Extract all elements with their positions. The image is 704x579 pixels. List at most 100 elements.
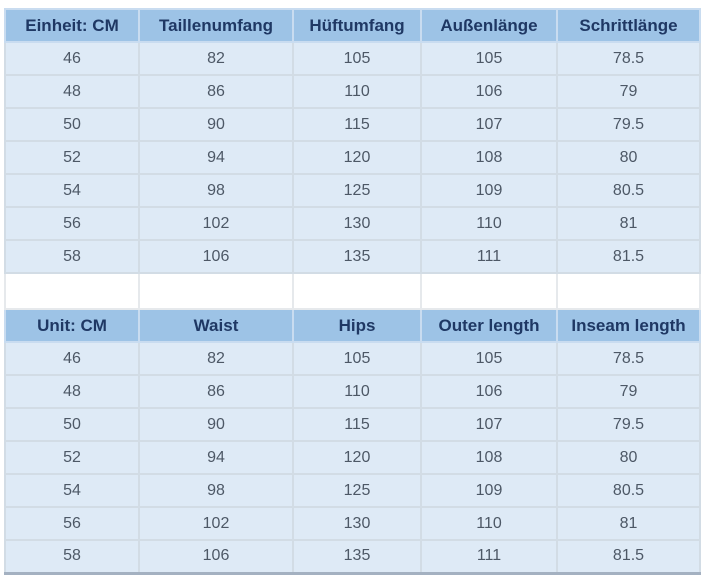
- table-cell: 82: [138, 341, 294, 376]
- spacer-cell: [556, 272, 701, 310]
- table-row: 48 86 110 106 79: [4, 74, 701, 109]
- table-row: 54 98 125 109 80.5: [4, 173, 701, 208]
- table-cell: 110: [292, 374, 422, 409]
- table-cell: 135: [292, 539, 422, 574]
- table-cell: 46: [4, 341, 140, 376]
- table-cell: 106: [138, 539, 294, 574]
- table-row: 50 90 115 107 79.5: [4, 407, 701, 442]
- table-cell: 98: [138, 473, 294, 508]
- table-cell: 80: [556, 440, 701, 475]
- english-header-row: Unit: CM Waist Hips Outer length Inseam …: [4, 308, 701, 343]
- table-cell: 56: [4, 506, 140, 541]
- table-cell: 90: [138, 107, 294, 142]
- table-cell: 54: [4, 173, 140, 208]
- table-cell: 50: [4, 407, 140, 442]
- table-cell: 106: [420, 74, 558, 109]
- table-cell: 115: [292, 407, 422, 442]
- table-cell: 111: [420, 239, 558, 274]
- table-row: 46 82 105 105 78.5: [4, 341, 701, 376]
- table-cell: 58: [4, 539, 140, 574]
- table-row: 54 98 125 109 80.5: [4, 473, 701, 508]
- table-cell: 48: [4, 74, 140, 109]
- table-cell: 130: [292, 206, 422, 241]
- table-row: 48 86 110 106 79: [4, 374, 701, 409]
- header-cell-outer-length-de: Außenlänge: [420, 8, 558, 43]
- table-row: 50 90 115 107 79.5: [4, 107, 701, 142]
- table-row: 46 82 105 105 78.5: [4, 41, 701, 76]
- table-cell: 90: [138, 407, 294, 442]
- table-cell: 58: [4, 239, 140, 274]
- table-cell: 108: [420, 140, 558, 175]
- table-cell: 46: [4, 41, 140, 76]
- table-cell: 130: [292, 506, 422, 541]
- spacer-cell: [292, 272, 422, 310]
- header-cell-unit-en: Unit: CM: [4, 308, 140, 343]
- table-cell: 125: [292, 473, 422, 508]
- table-cell: 79.5: [556, 407, 701, 442]
- spacer-row: [4, 272, 701, 310]
- table-cell: 81: [556, 206, 701, 241]
- table-cell: 108: [420, 440, 558, 475]
- size-table: Einheit: CM Taillenumfang Hüftumfang Auß…: [4, 8, 701, 575]
- table-cell: 79: [556, 74, 701, 109]
- header-cell-inseam-length-de: Schrittlänge: [556, 8, 701, 43]
- table-cell: 102: [138, 206, 294, 241]
- table-cell: 98: [138, 173, 294, 208]
- header-cell-waist-en: Waist: [138, 308, 294, 343]
- table-cell: 120: [292, 140, 422, 175]
- spacer-cell: [138, 272, 294, 310]
- table-cell: 102: [138, 506, 294, 541]
- table-cell: 52: [4, 140, 140, 175]
- table-cell: 107: [420, 407, 558, 442]
- table-row: 52 94 120 108 80: [4, 440, 701, 475]
- table-cell: 110: [420, 506, 558, 541]
- table-cell: 81.5: [556, 239, 701, 274]
- table-cell: 109: [420, 173, 558, 208]
- table-cell: 78.5: [556, 341, 701, 376]
- table-row: 56 102 130 110 81: [4, 506, 701, 541]
- table-cell: 86: [138, 374, 294, 409]
- table-cell: 50: [4, 107, 140, 142]
- header-cell-hips-en: Hips: [292, 308, 422, 343]
- table-cell: 81.5: [556, 539, 701, 574]
- table-cell: 125: [292, 173, 422, 208]
- table-cell: 79.5: [556, 107, 701, 142]
- german-header-row: Einheit: CM Taillenumfang Hüftumfang Auß…: [4, 8, 701, 43]
- table-cell: 115: [292, 107, 422, 142]
- header-cell-unit-de: Einheit: CM: [4, 8, 140, 43]
- header-cell-hips-de: Hüftumfang: [292, 8, 422, 43]
- spacer-cell: [420, 272, 558, 310]
- table-cell: 111: [420, 539, 558, 574]
- table-cell: 82: [138, 41, 294, 76]
- header-cell-outer-length-en: Outer length: [420, 308, 558, 343]
- table-cell: 110: [292, 74, 422, 109]
- table-row: 58 106 135 111 81.5: [4, 539, 701, 574]
- table-cell: 105: [420, 41, 558, 76]
- table-cell: 79: [556, 374, 701, 409]
- table-cell: 86: [138, 74, 294, 109]
- table-cell: 80.5: [556, 473, 701, 508]
- header-cell-waist-de: Taillenumfang: [138, 8, 294, 43]
- table-cell: 54: [4, 473, 140, 508]
- table-row: 58 106 135 111 81.5: [4, 239, 701, 274]
- spacer-cell: [4, 272, 140, 310]
- table-cell: 106: [420, 374, 558, 409]
- table-row: 52 94 120 108 80: [4, 140, 701, 175]
- table-cell: 106: [138, 239, 294, 274]
- header-cell-inseam-length-en: Inseam length: [556, 308, 701, 343]
- table-cell: 110: [420, 206, 558, 241]
- table-cell: 109: [420, 473, 558, 508]
- table-row: 56 102 130 110 81: [4, 206, 701, 241]
- size-chart: Einheit: CM Taillenumfang Hüftumfang Auß…: [4, 8, 701, 575]
- table-cell: 48: [4, 374, 140, 409]
- table-cell: 81: [556, 506, 701, 541]
- table-cell: 78.5: [556, 41, 701, 76]
- table-cell: 80.5: [556, 173, 701, 208]
- table-cell: 94: [138, 140, 294, 175]
- table-cell: 80: [556, 140, 701, 175]
- table-cell: 56: [4, 206, 140, 241]
- table-cell: 135: [292, 239, 422, 274]
- table-cell: 105: [292, 41, 422, 76]
- table-cell: 52: [4, 440, 140, 475]
